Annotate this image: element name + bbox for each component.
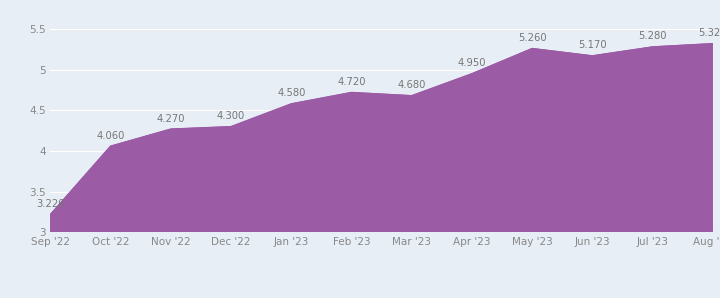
Text: 5.280: 5.280: [639, 31, 667, 41]
Text: 5.320: 5.320: [698, 28, 720, 38]
Polygon shape: [50, 44, 713, 232]
Text: 4.680: 4.680: [397, 80, 426, 90]
Text: 4.950: 4.950: [458, 58, 486, 68]
Text: 4.060: 4.060: [96, 131, 125, 141]
Text: 4.270: 4.270: [156, 114, 185, 124]
Text: 5.260: 5.260: [518, 33, 546, 43]
Text: 4.580: 4.580: [277, 88, 305, 98]
Text: 4.720: 4.720: [337, 77, 366, 87]
Text: 4.300: 4.300: [217, 111, 246, 121]
Text: 5.170: 5.170: [578, 40, 607, 50]
Text: 3.220: 3.220: [36, 199, 65, 209]
